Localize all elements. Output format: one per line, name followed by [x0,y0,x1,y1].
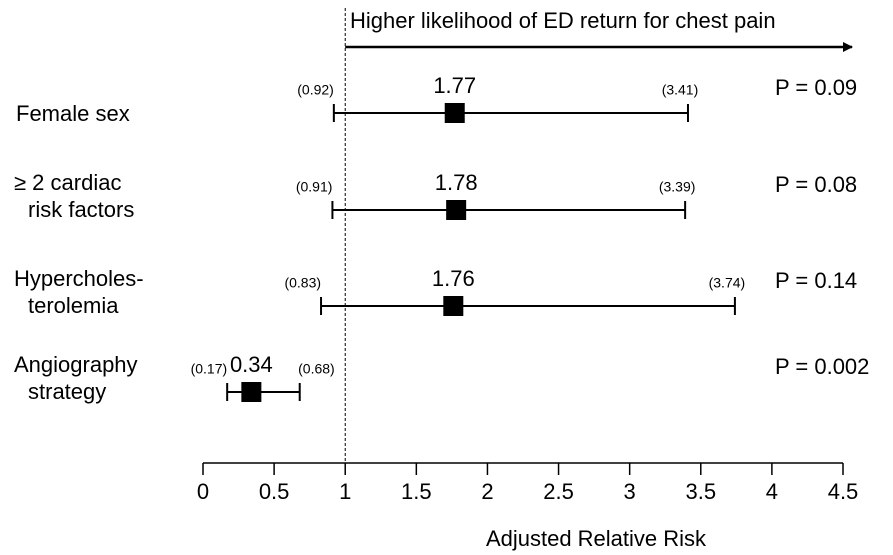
estimate-label: 1.76 [432,266,475,291]
estimate-marker [443,296,464,316]
x-tick-label: 1.5 [401,479,432,504]
ci-lower-label: (0.91) [296,179,333,195]
ci-upper-label: (0.68) [298,361,335,377]
p-value: P = 0.14 [775,268,857,293]
x-tick-label: 0 [197,479,209,504]
x-tick-label: 4.5 [828,479,859,504]
estimate-marker [446,200,467,220]
x-tick-label: 2.5 [543,479,574,504]
estimate-label: 1.78 [435,170,478,195]
row-label: Hypercholes- [14,266,144,291]
x-tick-label: 0.5 [259,479,290,504]
row-label: Angiography [14,352,138,377]
x-tick-label: 2 [481,479,493,504]
row-label: risk factors [28,197,134,222]
x-tick-label: 1 [339,479,351,504]
x-tick-label: 3.5 [685,479,716,504]
ci-upper-label: (3.74) [709,275,746,291]
ci-upper-label: (3.39) [659,179,696,195]
estimate-marker [444,103,465,123]
x-tick-label: 3 [624,479,636,504]
row-label: terolemia [28,293,119,318]
estimate-marker [241,382,262,402]
row-label: ≥ 2 cardiac [14,170,121,195]
row-label: strategy [28,379,106,404]
p-value: P = 0.08 [775,172,857,197]
x-tick-label: 4 [766,479,778,504]
ci-upper-label: (3.41) [662,82,699,98]
ci-lower-label: (0.83) [284,275,321,291]
p-value: P = 0.002 [775,354,869,379]
ci-lower-label: (0.92) [297,82,334,98]
p-value: P = 0.09 [775,75,857,100]
x-axis-title: Adjusted Relative Risk [486,526,707,551]
row-label: Female sex [16,101,130,126]
estimate-label: 1.77 [433,73,476,98]
estimate-label: 0.34 [230,352,273,377]
annotation: Higher likelihood of ED return for chest… [350,8,776,33]
ci-lower-label: (0.17) [191,361,228,377]
